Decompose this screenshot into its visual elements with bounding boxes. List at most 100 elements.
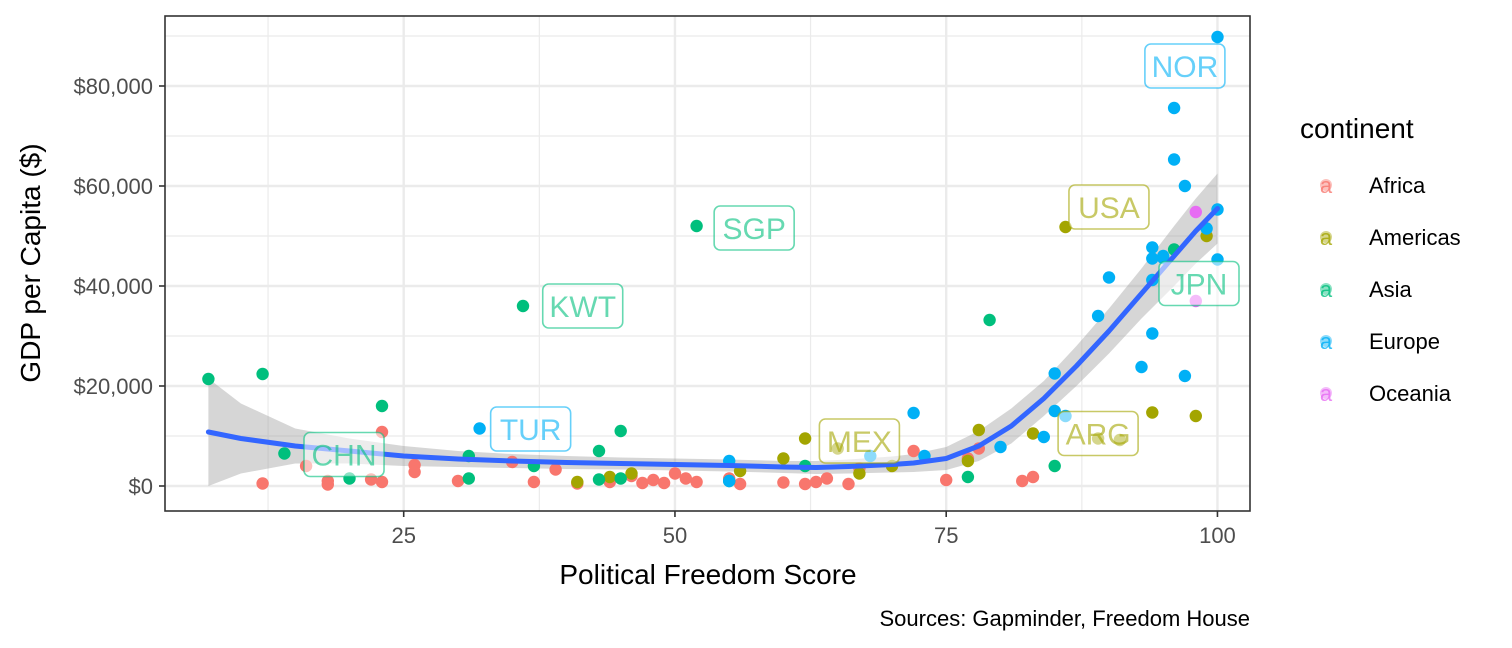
country-label-text: MEX	[827, 426, 892, 459]
data-point-africa	[809, 475, 823, 489]
data-point-asia	[1048, 459, 1061, 473]
y-axis-title: GDP per Capita ($)	[15, 143, 46, 382]
data-point-europe	[1178, 179, 1192, 193]
data-point-europe	[1211, 30, 1224, 44]
y-tick-label: $0	[129, 474, 153, 499]
legend-item-europe: a Europe	[1320, 329, 1440, 354]
data-point-asia	[375, 399, 389, 413]
data-point-europe	[1167, 153, 1181, 166]
legend-key-point	[1320, 283, 1332, 295]
country-label-text: TUR	[500, 414, 562, 447]
country-label-text: CHN	[312, 440, 377, 473]
smooth-line	[205, 206, 1220, 470]
country-label-text: JPN	[1171, 269, 1228, 302]
data-point-africa	[1026, 470, 1040, 484]
x-axis-title: Political Freedom Score	[559, 559, 856, 590]
data-point-europe	[994, 440, 1007, 454]
data-point-europe	[1146, 241, 1159, 254]
data-point-americas	[603, 470, 616, 484]
data-point-europe	[1037, 430, 1051, 444]
country-labels: NOR USA JPN ARG MEX SGP KWT TUR CHN	[303, 43, 1240, 478]
data-point-africa	[375, 475, 389, 489]
plot-panel-border	[164, 15, 1251, 512]
country-label-text: SGP	[722, 213, 785, 246]
data-point-asia	[462, 472, 475, 485]
data-point-asia	[983, 313, 996, 327]
data-point-europe	[1135, 360, 1148, 374]
country-label-text: KWT	[549, 291, 616, 324]
data-point-africa	[408, 465, 421, 479]
data-point-africa	[657, 476, 671, 490]
data-point-europe	[1178, 369, 1192, 383]
data-point-africa	[1016, 474, 1029, 488]
data-point-americas	[853, 467, 866, 480]
y-tick-label: $60,000	[73, 174, 153, 199]
data-point-europe	[1048, 367, 1061, 380]
country-label-kwt: KWT	[541, 283, 624, 329]
legend-title: continent	[1300, 113, 1414, 144]
data-point-europe	[1048, 404, 1061, 418]
data-point-asia	[202, 372, 215, 386]
data-point-americas	[625, 467, 638, 480]
legend-key-glyph: a	[1320, 173, 1333, 198]
country-label-text: ARG	[1066, 419, 1131, 452]
data-point-europe	[473, 422, 486, 435]
data-point-asia	[614, 424, 627, 438]
data-point-asia	[690, 219, 703, 233]
x-tick-label: 50	[663, 523, 687, 548]
legend-item-americas: a Americas	[1320, 225, 1461, 250]
data-point-asia	[592, 444, 606, 458]
legend-key-glyph: a	[1320, 329, 1333, 354]
country-label-sgp: SGP	[713, 205, 795, 251]
legend-key-point	[1320, 231, 1332, 243]
data-point-americas	[1189, 409, 1203, 423]
data-point-africa	[451, 474, 465, 488]
legend-item-asia: a Asia	[1320, 277, 1413, 302]
data-point-americas	[961, 454, 975, 468]
data-point-americas	[972, 423, 985, 437]
data-point-africa	[636, 476, 649, 490]
data-point-europe	[1146, 252, 1159, 265]
data-point-asia	[516, 299, 530, 313]
data-point-africa	[549, 463, 562, 476]
data-point-americas	[571, 475, 584, 489]
country-label-text: USA	[1078, 192, 1140, 225]
country-label-box	[1158, 260, 1240, 307]
country-label-usa: USA	[1068, 184, 1150, 230]
legend-key-glyph: a	[1320, 277, 1333, 302]
country-label-box	[818, 418, 901, 464]
data-point-asia	[278, 447, 291, 460]
country-label-mex: MEX	[818, 418, 901, 464]
country-label-tur: TUR	[489, 406, 572, 452]
grid-lines	[165, 16, 1250, 511]
data-point-europe	[1157, 249, 1170, 263]
country-label-chn: CHN	[303, 431, 385, 478]
country-label-arg: ARG	[1057, 410, 1139, 457]
legend-key-point	[1320, 335, 1332, 347]
data-point-africa	[321, 478, 334, 491]
smooth-trend-line	[205, 206, 1220, 470]
country-label-box	[1144, 43, 1226, 89]
data-point-africa	[940, 473, 953, 487]
country-label-box	[1068, 184, 1150, 230]
x-axis: 25 50 75 100	[391, 511, 1236, 548]
data-point-americas	[798, 432, 812, 445]
legend-item-oceania: a Oceania	[1320, 381, 1452, 406]
legend: continent a Africa a Americas a Asia a Europe a O…	[1300, 113, 1461, 406]
data-point-africa	[798, 477, 812, 491]
data-point-americas	[1146, 406, 1159, 419]
data-point-africa	[668, 467, 682, 480]
country-label-box	[713, 205, 795, 251]
data-point-europe	[1091, 309, 1105, 323]
legend-label: Americas	[1369, 225, 1461, 250]
data-point-africa	[777, 476, 790, 489]
data-point-europe	[1167, 101, 1181, 115]
country-label-box	[541, 283, 624, 329]
y-tick-label: $80,000	[73, 74, 153, 99]
data-point-africa	[256, 477, 269, 490]
x-tick-label: 75	[934, 523, 958, 548]
country-label-nor: NOR	[1144, 43, 1226, 89]
country-label-text: NOR	[1152, 51, 1219, 84]
legend-label: Africa	[1369, 173, 1426, 198]
